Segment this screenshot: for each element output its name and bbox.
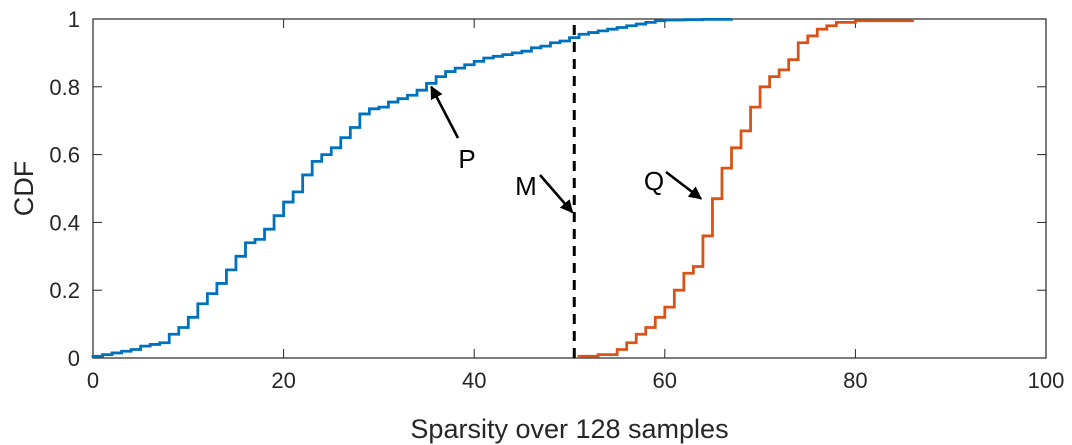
series-line-q xyxy=(577,19,914,358)
x-tick-label: 0 xyxy=(87,368,99,393)
annotation-arrow-q xyxy=(665,170,703,200)
annotation-arrow-m xyxy=(539,174,574,214)
y-axis-label: CDF xyxy=(9,161,39,217)
x-tick-label: 20 xyxy=(271,368,295,393)
y-tick-label: 0.4 xyxy=(49,210,80,235)
plot-frame xyxy=(92,18,1047,359)
annotation-label-q: Q xyxy=(644,166,664,196)
annotation-label-m: M xyxy=(515,171,537,201)
y-tick-label: 0 xyxy=(68,346,80,371)
y-tick-label: 0.8 xyxy=(49,75,80,100)
series-line-p xyxy=(91,17,733,358)
y-tick-label: 0.6 xyxy=(49,143,80,168)
y-tick-label: 1 xyxy=(68,7,80,32)
y-tick-label: 0.2 xyxy=(49,278,80,303)
x-tick-label: 100 xyxy=(1028,368,1065,393)
series-layer xyxy=(91,17,914,358)
x-tick-label: 60 xyxy=(653,368,677,393)
annotation-label-p: P xyxy=(458,144,475,174)
annotations-layer: PM Q xyxy=(430,85,703,214)
x-tick-label: 80 xyxy=(843,368,867,393)
axis-ticks: 0 20 40 60 80 100 0 0.2 0.4 0.6 0.8 1 xyxy=(49,7,1064,393)
x-axis-label: Sparsity over 128 samples xyxy=(410,414,728,444)
plot-area xyxy=(92,18,1047,359)
x-tick-label: 40 xyxy=(462,368,486,393)
annotation-arrow-p xyxy=(430,85,460,139)
